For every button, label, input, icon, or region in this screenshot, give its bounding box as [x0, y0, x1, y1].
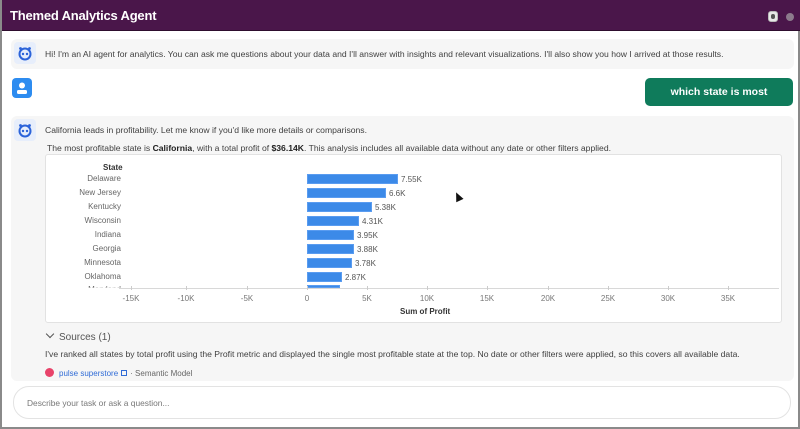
bar[interactable]: [307, 230, 354, 240]
bar-value-label: 4.31K: [362, 217, 383, 226]
external-link-icon[interactable]: [121, 369, 128, 376]
bar-value-label: 5.38K: [375, 203, 396, 212]
category-label: Oklahoma: [84, 272, 121, 281]
category-label: New Jersey: [79, 188, 121, 197]
sources-explanation: I've ranked all states by total profit u…: [45, 349, 740, 359]
bar-value-label: 7.55K: [401, 175, 422, 184]
category-label: Kentucky: [88, 202, 121, 211]
bot-avatar-icon: [14, 119, 36, 141]
x-tick-label: -15K: [122, 294, 140, 303]
x-tick: [131, 286, 132, 290]
x-axis-title: Sum of Profit: [400, 307, 451, 316]
bar[interactable]: [307, 272, 342, 282]
sources-toggle[interactable]: Sources (1): [45, 329, 111, 343]
bar-value-label: 2.87K: [345, 273, 366, 282]
x-tick-label: 10K: [419, 294, 435, 303]
category-label: Maryland: [88, 285, 121, 294]
bar[interactable]: [307, 258, 352, 268]
x-tick: [487, 286, 488, 290]
x-tick: [247, 286, 248, 290]
user-avatar-icon: [12, 78, 32, 98]
settings-icon[interactable]: [786, 13, 794, 21]
x-tick: [186, 286, 187, 290]
chat-input[interactable]: [27, 396, 767, 410]
category-label: Delaware: [87, 174, 121, 183]
answer-detail-middle: , with a total profit of: [192, 143, 272, 153]
pulse-source-icon: [45, 368, 54, 378]
info-badge-icon[interactable]: [768, 11, 778, 22]
answer-detail-text: The most profitable state is California,…: [47, 143, 611, 153]
category-label: Minnesota: [84, 258, 121, 267]
bar-value-label: 3.78K: [355, 259, 376, 268]
greeting-text: Hi! I'm an AI agent for analytics. You c…: [45, 49, 724, 59]
agent-greeting-message: Hi! I'm an AI agent for analytics. You c…: [11, 39, 794, 69]
sources-label: Sources (1): [59, 332, 111, 343]
y-axis-title: State: [103, 163, 123, 172]
bar-value-label: 6.6K: [389, 189, 406, 198]
x-tick-label: 25K: [600, 294, 616, 303]
category-label: Georgia: [92, 244, 121, 253]
bar-value-label: 3.95K: [357, 231, 378, 240]
answer-detail-suffix: . This analysis includes all available d…: [304, 143, 612, 153]
x-tick-label: 30K: [660, 294, 676, 303]
source-link[interactable]: pulse superstore: [59, 369, 119, 378]
x-tick: [367, 286, 368, 290]
x-tick-label: -10K: [177, 294, 195, 303]
x-tick: [608, 286, 609, 290]
bot-avatar-icon: [14, 42, 36, 64]
top-profit: $36.14K: [271, 143, 305, 153]
x-tick-label: 15K: [479, 294, 495, 303]
x-tick: [728, 286, 729, 290]
profit-by-state-chart[interactable]: State Delaware New Jersey Kentucky Wisco…: [45, 154, 782, 323]
bar[interactable]: [307, 202, 372, 212]
chevron-down-icon: [45, 329, 55, 339]
x-tick-label: 5K: [362, 294, 372, 303]
category-label: Wisconsin: [84, 216, 121, 225]
x-tick-label: 20K: [540, 294, 556, 303]
x-tick-label: -5K: [240, 294, 254, 303]
bar[interactable]: [307, 216, 359, 226]
source-type: · Semantic Model: [130, 369, 193, 378]
answer-intro-text: California leads in profitability. Let m…: [45, 125, 367, 135]
x-tick: [668, 286, 669, 290]
bar[interactable]: [307, 188, 386, 198]
x-tick-label: 35K: [720, 294, 736, 303]
title-bar: Themed Analytics Agent: [2, 0, 800, 31]
x-axis-line: [119, 288, 779, 289]
answer-detail-prefix: The most profitable state is: [47, 143, 153, 153]
x-tick-label: 0: [304, 294, 310, 303]
source-item: pulse superstore · Semantic Model: [45, 368, 193, 378]
app-title: Themed Analytics Agent: [10, 8, 157, 23]
bar[interactable]: [307, 174, 398, 184]
x-tick: [307, 286, 308, 290]
category-label: Indiana: [94, 230, 121, 239]
x-tick: [427, 286, 428, 290]
top-state: California: [152, 143, 193, 153]
bar[interactable]: [307, 244, 354, 254]
user-message-bubble: which state is most profitable?: [645, 78, 793, 126]
bar-value-label: 3.88K: [357, 245, 378, 254]
chat-input-container[interactable]: [13, 386, 791, 419]
x-tick: [548, 286, 549, 290]
